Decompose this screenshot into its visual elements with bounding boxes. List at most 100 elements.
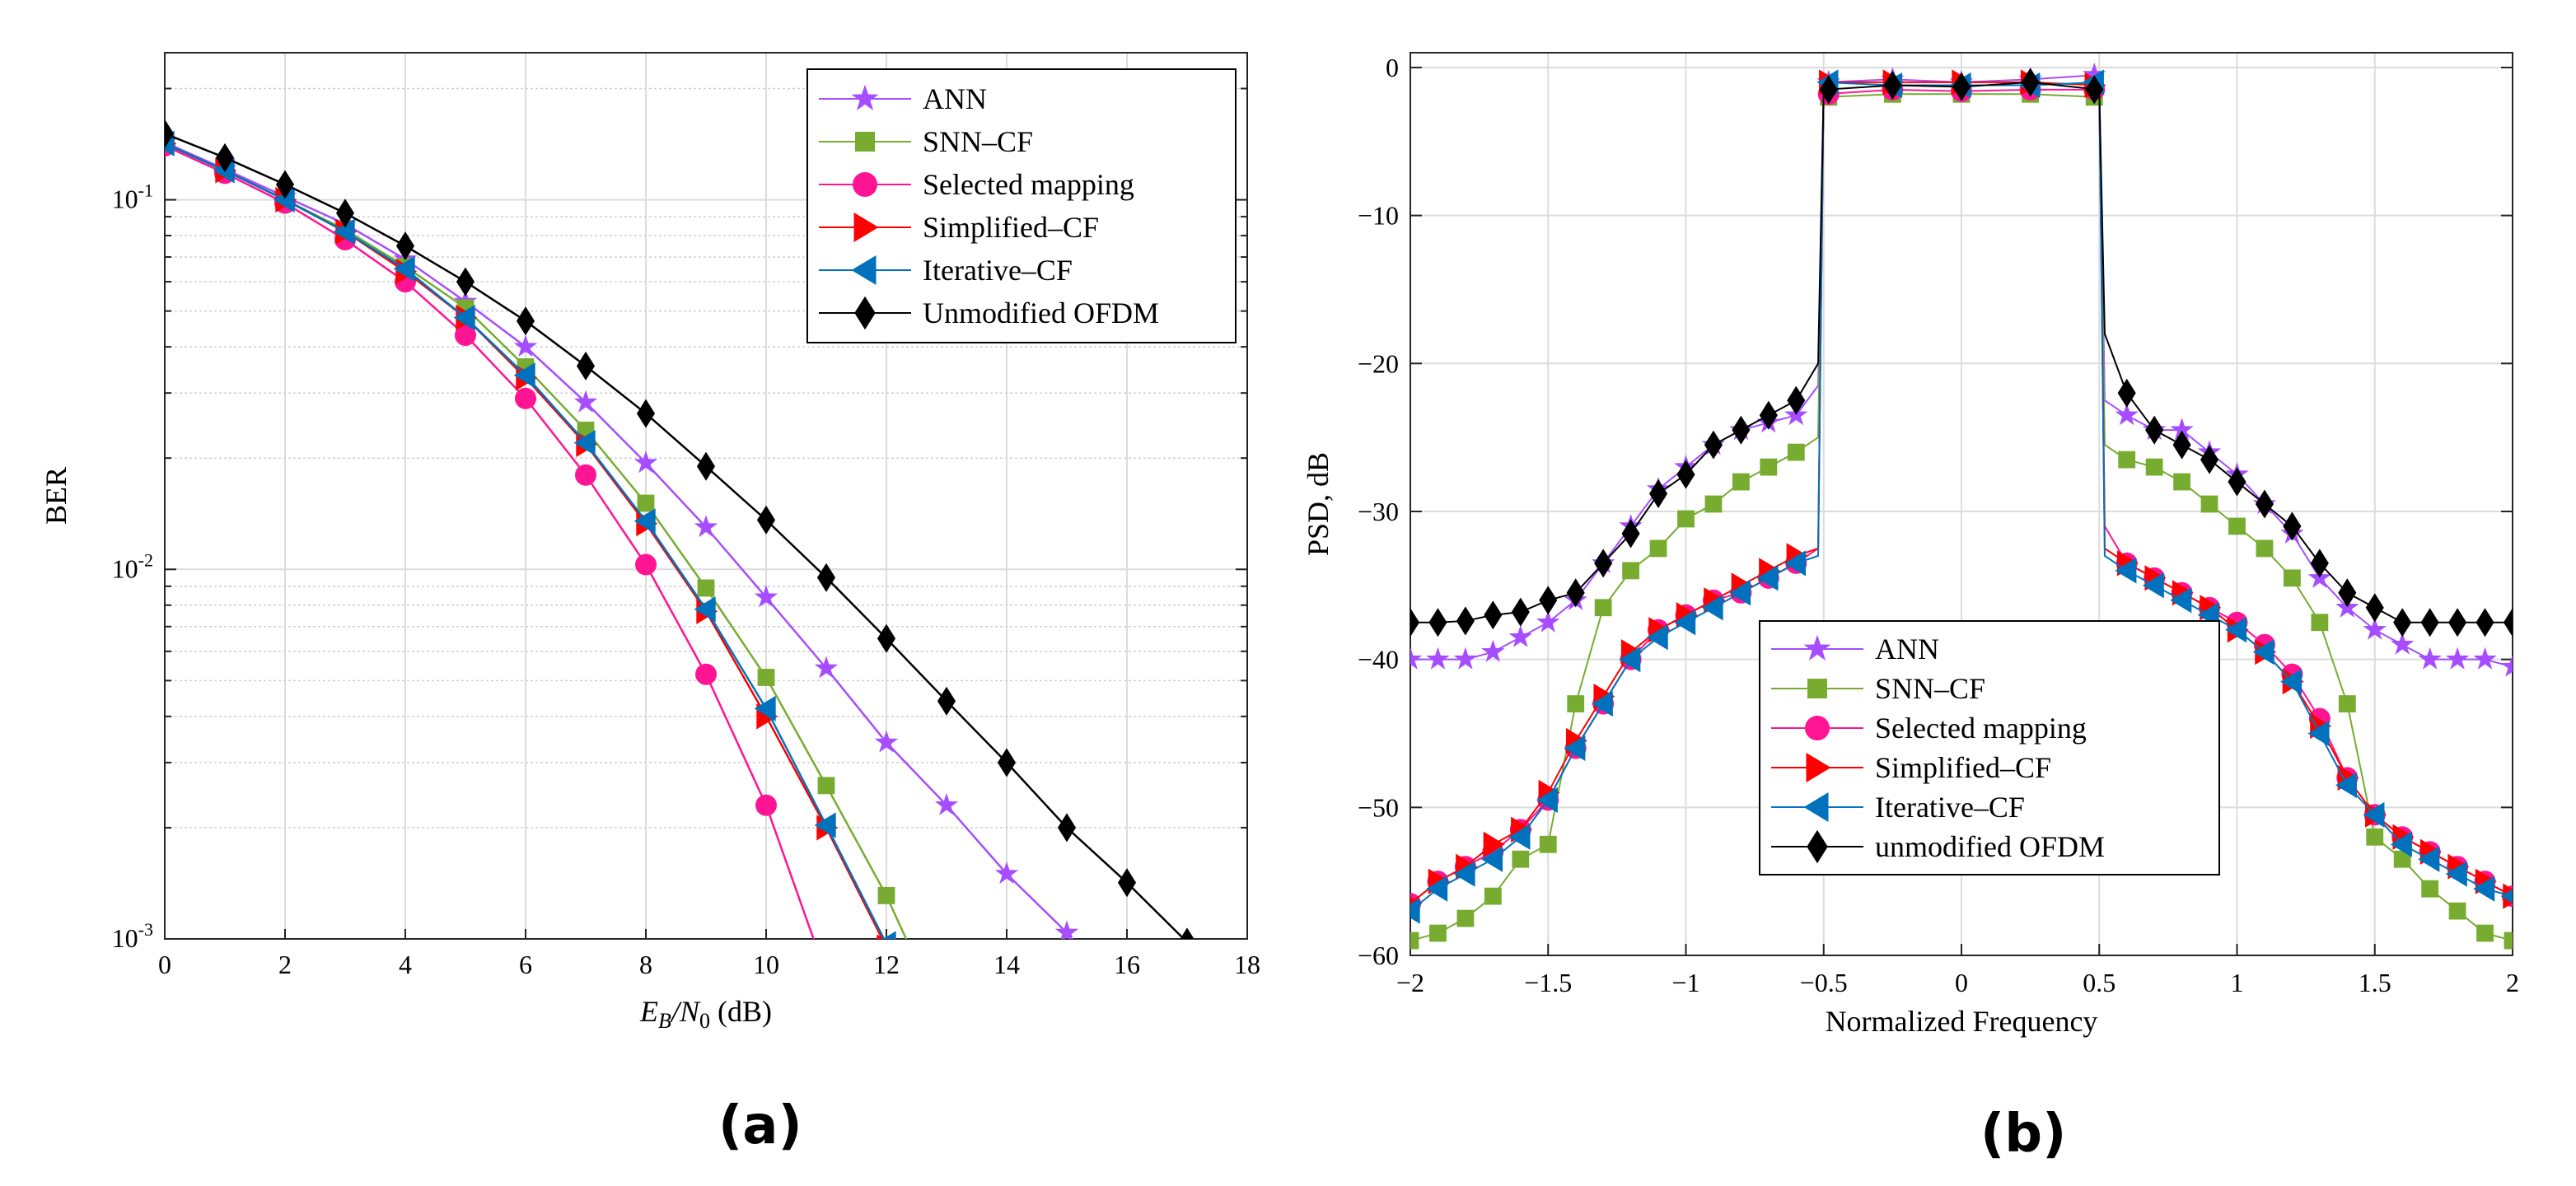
square-marker [2448, 902, 2466, 920]
square-marker [2421, 880, 2439, 898]
star-marker [874, 730, 899, 753]
star-marker [1426, 647, 1450, 670]
square-marker [2338, 695, 2356, 712]
square-marker [1760, 458, 1778, 476]
star-marker [2445, 647, 2470, 670]
triangle-left-marker [453, 304, 475, 331]
triangle-left-marker [1564, 735, 1586, 762]
diamond-marker [1649, 479, 1668, 508]
axes-box [1410, 52, 2513, 956]
square-marker [1456, 909, 1475, 927]
y-tick-label: −10 [1358, 201, 1399, 231]
x-tick-label: 1.5 [2359, 968, 2391, 997]
circle-marker [575, 464, 596, 486]
y-tick-label: 10-2 [112, 549, 153, 583]
star-marker [2170, 418, 2194, 441]
triangle-left-marker [2280, 669, 2303, 695]
triangle-left-marker [1646, 624, 1668, 651]
square-marker [2256, 539, 2274, 558]
diamond-marker [1566, 578, 1585, 608]
diamond-marker [636, 399, 656, 428]
square-marker [1567, 695, 1585, 712]
square-marker [1677, 510, 1695, 528]
star-marker [2363, 617, 2387, 640]
triangle-left-marker [1729, 580, 1751, 606]
plot-b-legend-item: ANN [1771, 633, 1939, 665]
diamond-marker [2117, 378, 2136, 408]
x-tick-label: 2 [2506, 968, 2519, 997]
x-tick-label: 8 [639, 950, 652, 979]
square-marker [2393, 850, 2411, 868]
plot-b-legend-item: Simplified–CF [1771, 751, 2051, 784]
triangle-left-marker [513, 362, 535, 389]
diamond-marker [2200, 445, 2219, 474]
diamond-marker [2145, 415, 2164, 445]
square-marker [2311, 614, 2329, 632]
legend-label: Unmodified OFDM [923, 296, 1159, 329]
legend-label: ANN [923, 82, 987, 115]
y-tick-label: −40 [1358, 645, 1399, 675]
plot-a: 0 2 4 6 8 10 12 14 16 18 10-1 10-2 10-3 EB/N0 (dB) BER [40, 52, 1260, 1033]
x-tick-label: 1 [2231, 968, 2244, 997]
circle-marker [515, 387, 536, 409]
circle-marker [635, 553, 657, 576]
diamond-marker [2310, 549, 2329, 578]
triangle-left-marker [2115, 558, 2137, 584]
triangle-right-marker [1483, 831, 1505, 857]
x-axis-label: Normalized Frequency [1826, 1005, 2098, 1038]
diamond-marker [516, 306, 535, 336]
triangle-left-marker [851, 255, 877, 285]
triangle-left-marker [2390, 831, 2412, 857]
square-marker [817, 777, 835, 795]
triangle-left-marker [2445, 861, 2467, 887]
circle-marker [853, 172, 877, 197]
legend-label: Iterative–CF [923, 254, 1073, 287]
star-marker [1481, 639, 1505, 662]
circle-marker [755, 794, 777, 816]
triangle-left-marker [2252, 639, 2274, 665]
square-marker [2228, 517, 2246, 535]
diamond-marker [2475, 608, 2494, 637]
triangle-left-marker [1536, 787, 1558, 813]
star-marker [814, 656, 839, 679]
diamond-marker [1952, 72, 1971, 101]
square-marker [2173, 473, 2190, 491]
plot-a-legend: ANN SNN–CF Selected mapping Simplified–CF It… [806, 68, 1237, 343]
legend-label: Selected mapping [923, 168, 1134, 201]
y-tick-label: 10-1 [112, 180, 153, 214]
diamond-marker [576, 351, 596, 381]
diamond-marker [2365, 593, 2384, 623]
plot-b: −2 −1.5 −1 −0.5 0 0.5 1 1.5 2 0 −10 −20 −30 −40 −50 −60… [1302, 52, 2519, 1038]
triangle-left-marker [393, 255, 415, 282]
square-marker [855, 132, 875, 152]
circle-marker [1805, 716, 1830, 740]
series-line [165, 133, 1185, 939]
star-marker [1054, 920, 1079, 939]
triangle-left-marker [1426, 875, 1448, 902]
diamond-marker [1484, 600, 1503, 630]
triangle-left-marker [573, 430, 596, 456]
triangle-left-marker [814, 812, 836, 838]
triangle-left-marker [882, 931, 896, 939]
diamond-marker [275, 170, 295, 199]
diamond-marker [2393, 608, 2412, 637]
diamond-marker [215, 142, 235, 172]
star-marker [2083, 63, 2106, 85]
legend-label: ANN [1875, 633, 1939, 665]
square-marker [1649, 539, 1667, 558]
triangle-left-marker [754, 695, 776, 721]
diamond-marker [1539, 586, 1558, 615]
legend-label: Iterative–CF [1875, 791, 2025, 824]
x-tick-label: 10 [753, 950, 779, 979]
star-marker [1508, 624, 1532, 647]
diamond-marker [2172, 430, 2191, 460]
star-marker [1536, 609, 1560, 633]
triangle-left-marker [694, 596, 716, 623]
x-tick-label: −2 [1396, 968, 1424, 997]
diamond-marker [456, 267, 475, 296]
circle-marker [455, 325, 476, 347]
diamond-marker [1819, 75, 1838, 105]
diamond-marker [1428, 608, 1447, 637]
square-marker [2504, 932, 2513, 950]
